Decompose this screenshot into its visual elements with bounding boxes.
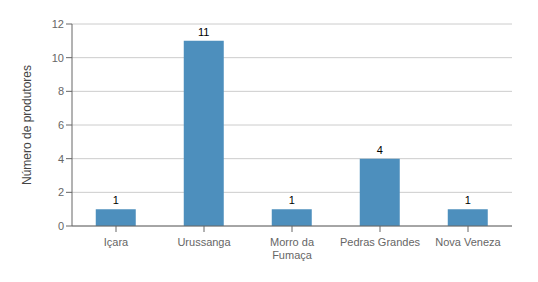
svg-text:1: 1 [113, 194, 119, 206]
svg-text:0: 0 [58, 220, 64, 232]
svg-text:1: 1 [465, 194, 471, 206]
svg-text:4: 4 [377, 144, 383, 156]
svg-text:8: 8 [58, 85, 64, 97]
svg-text:Número de produtores: Número de produtores [20, 65, 34, 185]
svg-text:2: 2 [58, 186, 64, 198]
svg-text:Pedras Grandes: Pedras Grandes [340, 236, 421, 248]
svg-text:4: 4 [58, 153, 64, 165]
svg-text:Içara: Içara [104, 236, 129, 248]
svg-text:Morro daFumaça: Morro daFumaça [270, 236, 315, 261]
svg-text:12: 12 [52, 18, 64, 30]
svg-text:10: 10 [52, 52, 64, 64]
svg-text:Nova Veneza: Nova Veneza [435, 236, 501, 248]
svg-text:6: 6 [58, 119, 64, 131]
svg-text:11: 11 [198, 26, 209, 38]
svg-text:Urussanga: Urussanga [177, 236, 231, 248]
svg-text:1: 1 [289, 194, 295, 206]
